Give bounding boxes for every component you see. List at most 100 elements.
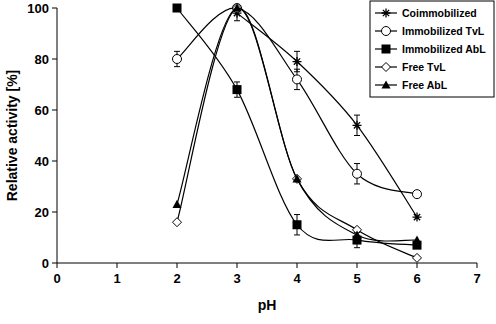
- legend-label: Immobilized TvL: [402, 25, 485, 37]
- error-cap: [294, 214, 300, 215]
- marker-shape: [353, 121, 362, 130]
- data-point: [233, 4, 242, 12]
- x-tick-label: 0: [53, 271, 60, 286]
- data-point: [173, 218, 182, 227]
- data-point: [173, 55, 182, 64]
- marker-shape: [413, 236, 422, 244]
- x-tick: [57, 263, 58, 268]
- x-tick-label: 4: [293, 271, 301, 286]
- error-cap: [354, 183, 360, 184]
- error-cap: [294, 69, 300, 70]
- y-tick: [52, 161, 57, 162]
- x-tick-label: 7: [473, 271, 480, 286]
- error-cap: [234, 81, 240, 82]
- data-point: [353, 121, 362, 130]
- data-point: [173, 200, 182, 208]
- x-tick-label: 6: [413, 271, 420, 286]
- x-tick: [237, 263, 238, 268]
- legend-label: Immobilized AbL: [402, 43, 486, 55]
- legend-label: Free AbL: [402, 79, 448, 91]
- y-tick-label: 20: [35, 205, 49, 220]
- marker-shape: [382, 27, 391, 36]
- legend-label: Coimmobilized: [402, 7, 477, 19]
- x-tick-label: 3: [233, 271, 240, 286]
- error-cap: [174, 51, 180, 52]
- marker-shape: [413, 253, 422, 262]
- marker-shape: [233, 4, 242, 12]
- error-cap: [174, 66, 180, 67]
- data-point: [293, 220, 302, 229]
- legend-marker: [382, 45, 391, 54]
- error-cap: [234, 20, 240, 21]
- y-tick: [52, 263, 57, 264]
- marker-shape: [382, 63, 391, 72]
- marker-shape: [382, 9, 391, 18]
- marker-shape: [173, 4, 182, 13]
- marker-shape: [293, 174, 302, 183]
- data-point: [413, 190, 422, 199]
- legend-label: Free TvL: [402, 61, 446, 73]
- y-tick: [52, 59, 57, 60]
- x-tick: [117, 263, 118, 268]
- data-point: [293, 75, 302, 84]
- error-cap: [354, 247, 360, 248]
- x-tick: [417, 263, 418, 268]
- marker-shape: [293, 75, 302, 84]
- marker-shape: [173, 200, 182, 208]
- marker-shape: [413, 190, 422, 199]
- legend-box: [370, 1, 494, 97]
- data-point: [413, 213, 422, 222]
- marker-shape: [353, 169, 362, 178]
- x-axis: [57, 263, 477, 264]
- legend-marker: [382, 9, 391, 18]
- marker-shape: [233, 85, 242, 94]
- error-cap: [294, 234, 300, 235]
- error-cap: [234, 97, 240, 98]
- marker-shape: [382, 81, 391, 89]
- error-cap: [354, 115, 360, 116]
- y-tick-label: 60: [35, 103, 49, 118]
- error-cap: [294, 51, 300, 52]
- marker-shape: [173, 218, 182, 227]
- y-tick: [52, 212, 57, 213]
- x-tick: [297, 263, 298, 268]
- data-point: [413, 236, 422, 244]
- marker-shape: [353, 230, 362, 238]
- y-axis: [57, 8, 58, 263]
- data-point: [173, 4, 182, 13]
- legend: Coimmobilized Immobilized TvL Immobilized …: [370, 1, 494, 97]
- marker-shape: [293, 57, 302, 66]
- legend-marker: [382, 81, 391, 89]
- x-axis-label: pH: [258, 297, 277, 313]
- marker-shape: [293, 174, 302, 182]
- error-cap: [354, 135, 360, 136]
- x-tick-label: 1: [113, 271, 120, 286]
- x-tick: [177, 263, 178, 268]
- data-point: [353, 169, 362, 178]
- error-cap: [294, 89, 300, 90]
- y-axis-label: Relative activity [%]: [4, 70, 20, 202]
- marker-shape: [293, 220, 302, 229]
- data-point: [293, 57, 302, 66]
- error-cap: [354, 163, 360, 164]
- y-tick: [52, 8, 57, 9]
- y-tick-label: 100: [27, 1, 49, 16]
- marker-shape: [382, 45, 391, 54]
- x-tick-label: 5: [353, 271, 360, 286]
- chart: 0 1 2 3 4 5 6 7 0 20 40 60 80 100 pH Relative activity …: [0, 0, 496, 324]
- data-point: [353, 230, 362, 238]
- x-tick: [357, 263, 358, 268]
- data-point: [233, 85, 242, 94]
- x-tick-label: 2: [173, 271, 180, 286]
- data-point: [413, 253, 422, 262]
- x-tick: [477, 263, 478, 268]
- marker-shape: [173, 55, 182, 64]
- data-point: [293, 174, 302, 182]
- y-tick-label: 80: [35, 52, 49, 67]
- y-tick: [52, 110, 57, 111]
- marker-shape: [413, 213, 422, 222]
- data-point: [293, 174, 302, 183]
- legend-marker: [382, 63, 391, 72]
- y-tick-label: 0: [42, 256, 49, 271]
- y-tick-label: 40: [35, 154, 49, 169]
